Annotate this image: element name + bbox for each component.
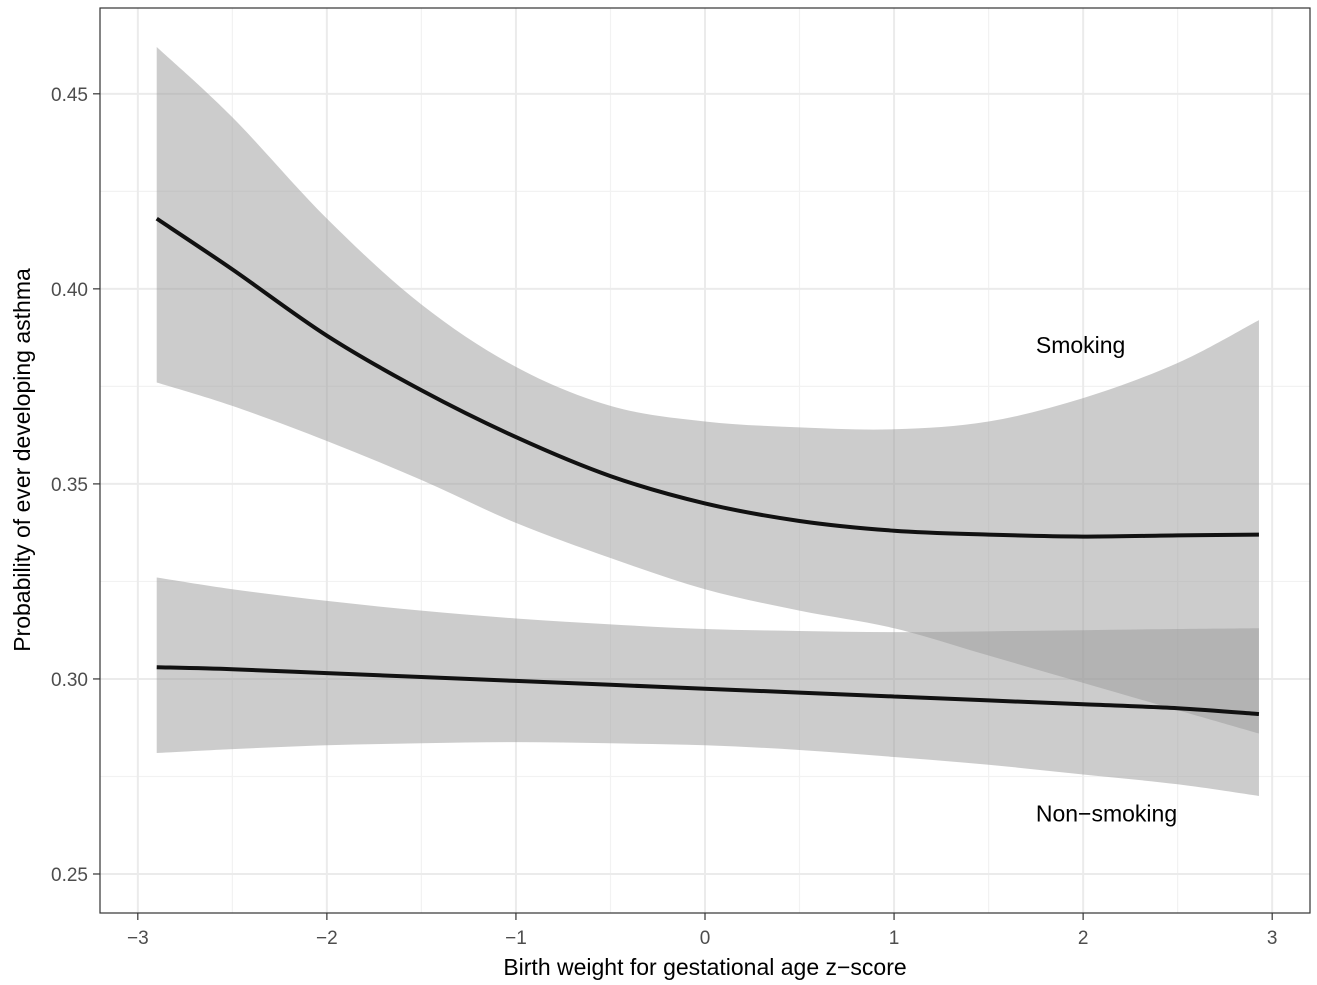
x-tick-label: −1 [505, 928, 527, 949]
y-axis-title: Probability of ever developing asthma [9, 268, 35, 652]
x-tick-label: 3 [1267, 928, 1278, 949]
x-tick-label: −3 [127, 928, 149, 949]
x-tick-label: 1 [889, 928, 900, 949]
x-axis-title: Birth weight for gestational age z−score [503, 954, 906, 980]
y-tick-label: 0.30 [51, 670, 88, 691]
annotation-non-smoking: Non−smoking [1036, 800, 1177, 826]
confidence-bands [156, 47, 1259, 796]
y-tick-label: 0.35 [51, 475, 88, 496]
line-non-smoking [156, 665, 1260, 717]
annotation-smoking: Smoking [1036, 332, 1125, 358]
y-tick-label: 0.45 [51, 85, 88, 106]
x-tick-label: 0 [700, 928, 711, 949]
y-tick-label: 0.40 [51, 280, 88, 301]
y-axis: 0.25 0.30 0.35 0.40 0.45 [51, 85, 100, 886]
x-tick-label: 2 [1078, 928, 1089, 949]
line-smoking [155, 216, 1259, 539]
y-tick-label: 0.25 [51, 865, 88, 886]
series-lines [155, 216, 1260, 717]
band-smoking [156, 47, 1259, 734]
band-non-smoking [156, 577, 1259, 796]
annotations: Smoking Non−smoking [1036, 332, 1177, 826]
x-axis: −3 −2 −1 0 1 2 3 [127, 913, 1278, 949]
x-tick-label: −2 [316, 928, 338, 949]
